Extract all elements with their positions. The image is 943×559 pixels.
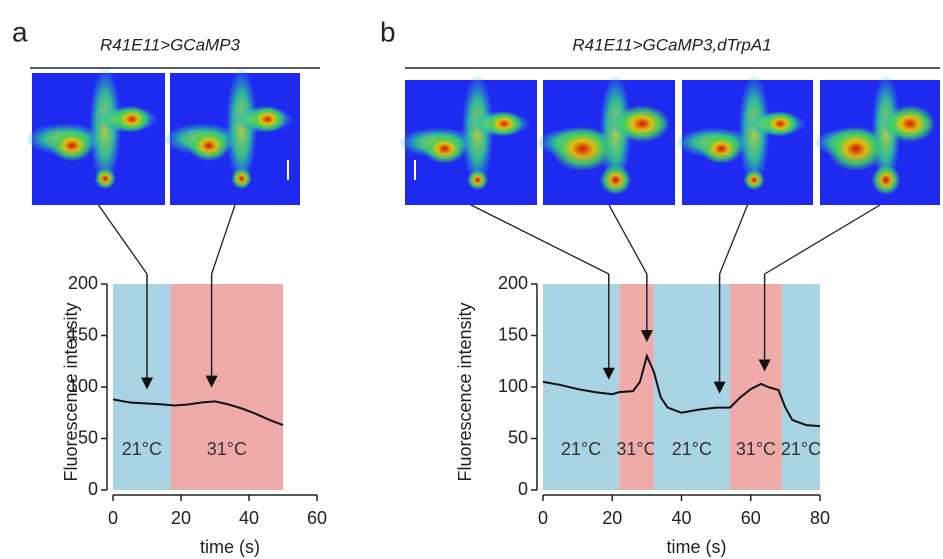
y-axis-label: Fluorescence intensity — [455, 302, 475, 481]
connector — [765, 205, 880, 274]
panel-letter: b — [380, 16, 396, 47]
heatmap-blob — [614, 105, 669, 143]
x-tick-label: 80 — [810, 508, 830, 528]
panel-letter: a — [12, 16, 28, 47]
heatmap-blob — [95, 168, 116, 189]
x-tick-label: 20 — [602, 508, 622, 528]
image-title: R41E11>GCaMP3 — [100, 35, 241, 54]
heatmap-blob — [762, 111, 799, 136]
connector — [471, 205, 609, 274]
heatmap-blob — [872, 165, 901, 195]
heatmap-blob — [188, 130, 230, 162]
temperature-region — [543, 284, 619, 490]
heatmap-blob — [827, 126, 885, 171]
heatmap-blob — [700, 134, 742, 164]
x-tick-label: 0 — [108, 508, 118, 528]
heatmap-blob — [551, 126, 614, 171]
connector — [212, 205, 235, 274]
region-label: 31°C — [207, 439, 247, 459]
region-label: 21°C — [561, 439, 601, 459]
temperature-region — [171, 284, 283, 490]
y-tick-label: 0 — [518, 479, 528, 499]
region-label: 21°C — [781, 439, 821, 459]
region-label: 31°C — [616, 439, 656, 459]
temperature-region — [782, 284, 820, 490]
heatmap-blob — [744, 170, 765, 190]
x-axis-label: time (s) — [200, 537, 260, 557]
y-tick-label: 0 — [88, 479, 98, 499]
x-tick-label: 0 — [538, 508, 548, 528]
connector — [609, 205, 647, 274]
x-tick-label: 40 — [239, 508, 259, 528]
x-tick-label: 60 — [307, 508, 327, 528]
x-axis-label: time (s) — [667, 537, 727, 557]
x-tick-label: 40 — [671, 508, 691, 528]
heatmap-blob — [885, 105, 935, 143]
heatmap-blob — [486, 111, 523, 136]
heatmap-blob — [51, 130, 94, 162]
temperature-region — [113, 284, 171, 490]
y-axis-label: Fluorescence intensity — [61, 302, 81, 481]
x-tick-label: 60 — [741, 508, 761, 528]
region-label: 21°C — [672, 439, 712, 459]
y-tick-label: 200 — [498, 273, 528, 293]
heatmap-blob — [249, 106, 285, 132]
region-label: 31°C — [736, 439, 776, 459]
figure: aR41E11>GCaMP321°C31°C050100150200020406… — [0, 0, 943, 559]
heatmap-blob — [231, 168, 252, 189]
heatmap-blob — [467, 170, 488, 190]
y-tick-label: 100 — [498, 376, 528, 396]
heatmap-blob — [423, 134, 465, 164]
heatmap-blob — [600, 165, 632, 195]
image-title: R41E11>GCaMP3,dTrpA1 — [572, 35, 771, 54]
connector — [720, 205, 748, 274]
region-label: 21°C — [122, 439, 162, 459]
x-tick-label: 20 — [171, 508, 191, 528]
y-tick-label: 50 — [78, 427, 98, 447]
connector — [99, 205, 148, 274]
y-tick-label: 150 — [498, 324, 528, 344]
heatmap-blob — [113, 106, 150, 132]
y-tick-label: 200 — [68, 273, 98, 293]
y-tick-label: 50 — [508, 427, 528, 447]
